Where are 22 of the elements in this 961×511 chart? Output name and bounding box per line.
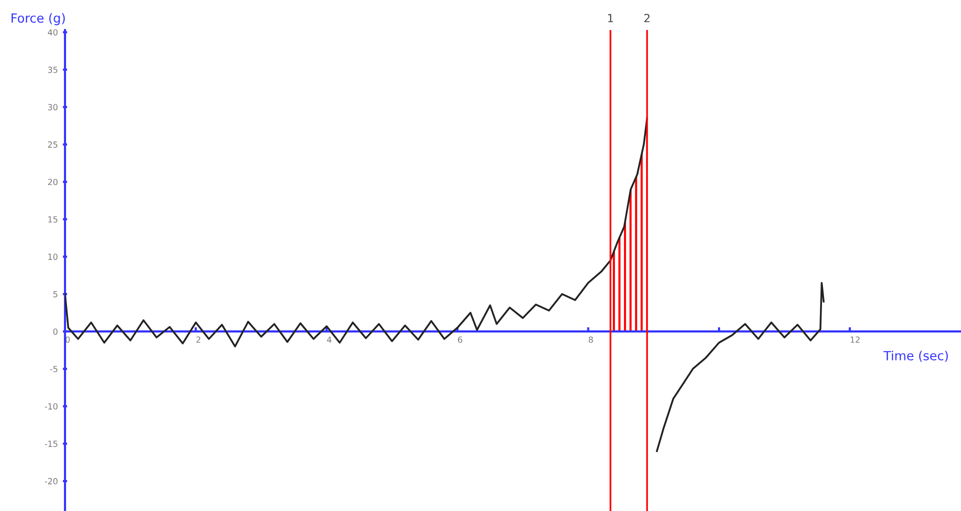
y-axis-title: Force (g): [12, 13, 65, 26]
y-tick-label: -20: [44, 478, 58, 484]
annotation: 2: [644, 14, 650, 22]
y-tick-label: 30: [48, 104, 58, 110]
y-tick-label: -5: [50, 366, 58, 372]
y-tick-label: 5: [53, 291, 58, 298]
y-tick-label: 0: [53, 328, 58, 335]
y-tick-label: 10: [48, 254, 58, 260]
y-tick-label: 40: [48, 29, 58, 36]
y-tick-label: 35: [48, 66, 58, 73]
x-tick-label: 4: [327, 336, 332, 343]
x-tick-label: 8: [588, 336, 593, 343]
x-tick-label: 12: [850, 336, 860, 343]
y-tick-label: -15: [44, 440, 58, 447]
annotation: 1: [608, 14, 613, 22]
y-tick-label: -10: [44, 403, 58, 410]
y-tick-label: 15: [48, 216, 58, 223]
x-tick-label: 6: [458, 336, 462, 343]
x-tick-label: 2: [196, 336, 200, 343]
y-tick-label: 25: [48, 141, 58, 148]
x-axis-title: Time (sec): [883, 350, 948, 362]
y-tick-label: 20: [48, 178, 58, 186]
